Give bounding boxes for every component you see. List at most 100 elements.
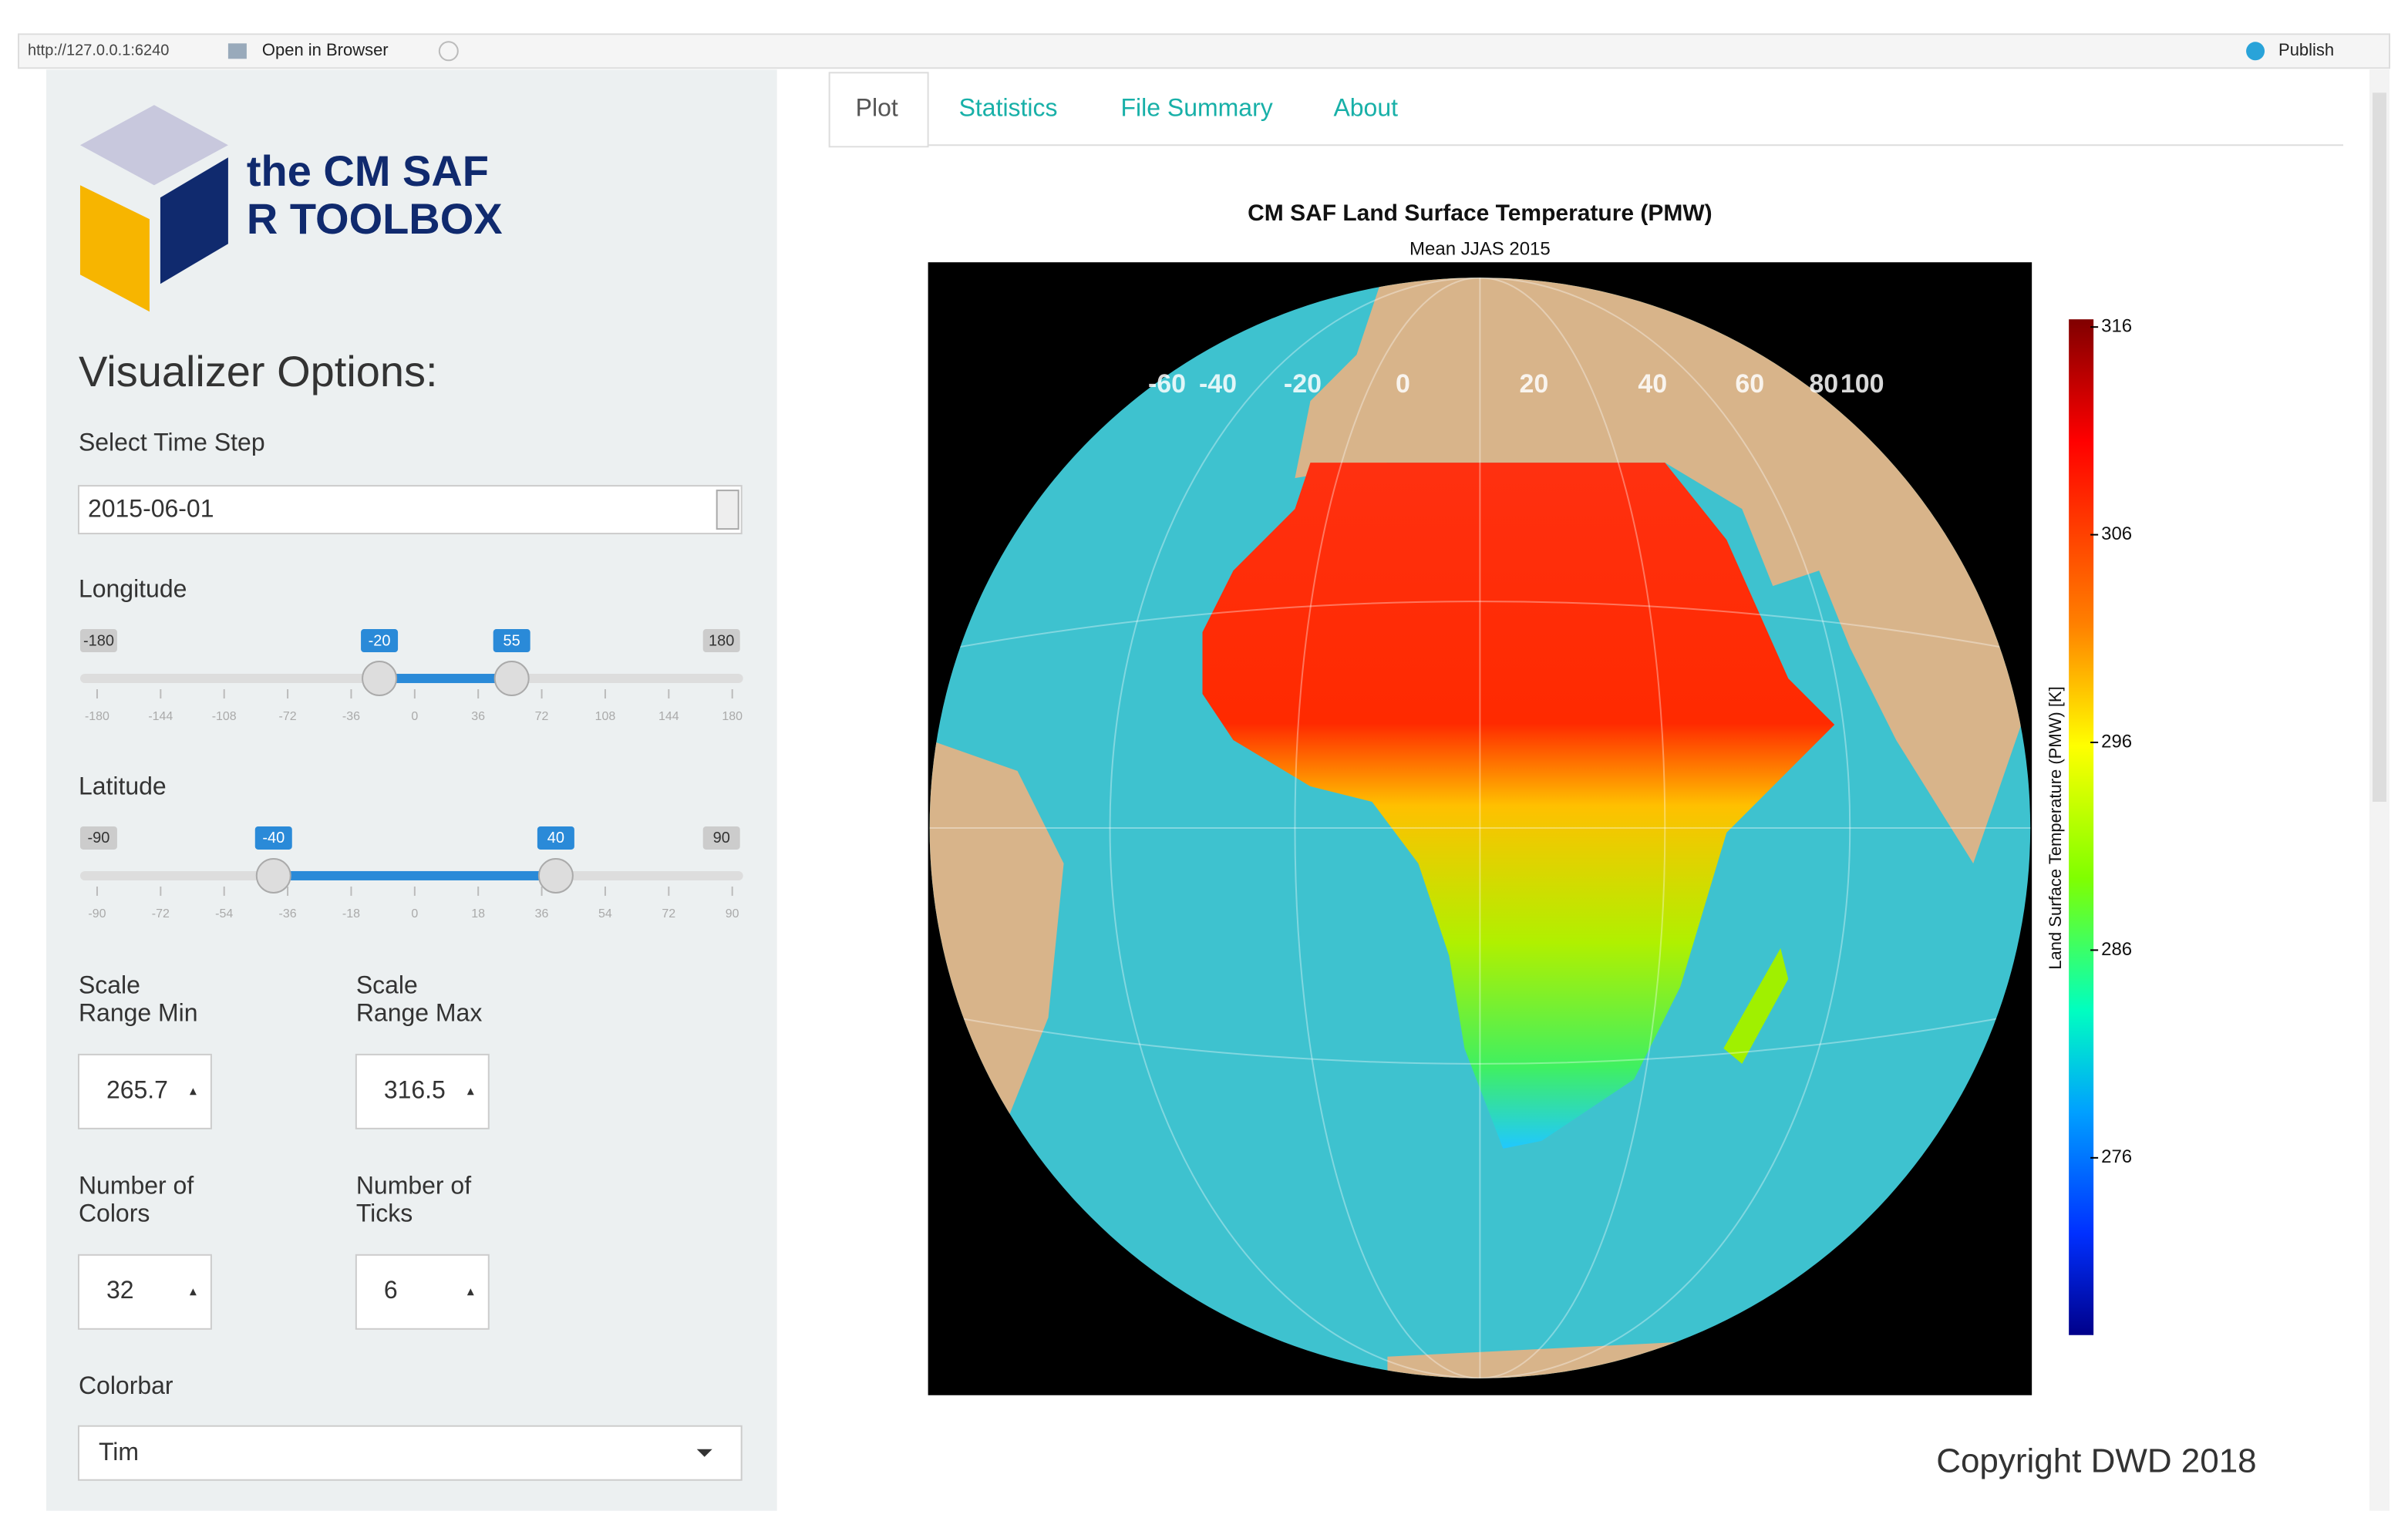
select-arrow[interactable] <box>716 490 739 530</box>
label: Ticks <box>356 1199 413 1227</box>
slider-label-bg <box>79 629 117 653</box>
slider-tick-label: -18 <box>342 907 360 921</box>
slider-label-bg <box>254 826 292 850</box>
slider-tick-label: 54 <box>598 907 612 921</box>
slider-handle[interactable] <box>362 661 398 697</box>
tab[interactable]: File Summary <box>1121 94 1273 122</box>
plot-subtitle: Mean JJAS 2015 <box>1409 239 1551 260</box>
grid-label: 60 <box>1735 369 1764 399</box>
number-value[interactable]: 32 <box>106 1276 134 1304</box>
grid-label: 40 <box>1638 369 1667 399</box>
slider-tick-label: -72 <box>279 710 297 723</box>
slider-tick-label: 90 <box>726 907 739 921</box>
label: Colorbar <box>79 1371 173 1399</box>
scroll-thumb[interactable] <box>2373 93 2387 802</box>
spinner: ▴ <box>190 1083 197 1099</box>
grid-label: 0 <box>1396 369 1410 399</box>
tab[interactable]: Statistics <box>959 94 1058 122</box>
slider-tick-label: -72 <box>152 907 170 921</box>
slider-tick-label: 36 <box>535 907 549 921</box>
slider-handle[interactable] <box>255 857 291 894</box>
logo-cube <box>79 185 150 312</box>
spinner: ▴ <box>467 1083 474 1099</box>
slider-label-bg <box>702 826 740 850</box>
slider-handle[interactable] <box>537 857 574 894</box>
number-input[interactable] <box>355 1053 490 1129</box>
slider-range[interactable] <box>273 870 556 880</box>
number-input[interactable] <box>77 1254 212 1330</box>
label: Scale <box>79 971 140 998</box>
toolbar <box>17 33 2391 69</box>
grid-label: -40 <box>1199 369 1237 399</box>
colorbar-tick-label: 296 <box>2101 731 2132 752</box>
url: http://127.0.0.1:6240 <box>28 42 169 59</box>
slider-tick-label: -180 <box>85 710 109 723</box>
plot-title: CM SAF Land Surface Temperature (PMW) <box>1248 200 1713 226</box>
slider-label-bg <box>79 826 117 850</box>
slider-label: 55 <box>503 632 520 649</box>
publish-icon <box>2246 42 2265 61</box>
number-input[interactable] <box>355 1254 490 1330</box>
open-browser[interactable]: Open in Browser <box>262 40 389 59</box>
slider-label-bg <box>361 629 399 653</box>
slider-range[interactable] <box>379 674 512 684</box>
slider-tick-label: -36 <box>342 710 360 723</box>
publish[interactable]: Publish <box>2278 40 2334 59</box>
select[interactable] <box>77 485 743 535</box>
slider-label: 40 <box>547 830 564 846</box>
spinner: ▴ <box>467 1284 474 1299</box>
tab[interactable]: About <box>1333 94 1398 122</box>
refresh[interactable] <box>438 41 459 62</box>
colorbar-tick-label: 286 <box>2101 939 2132 960</box>
grid-label: 100 <box>1841 369 1884 399</box>
tab[interactable]: Plot <box>856 94 898 122</box>
grid-label: 80 <box>1809 369 1838 399</box>
label: Scale <box>356 971 418 998</box>
slider-tick-label: -36 <box>279 907 297 921</box>
grid-label: -60 <box>1148 369 1186 399</box>
active-tab[interactable] <box>828 72 929 148</box>
select-value[interactable]: Tim <box>99 1438 139 1466</box>
slider-tick-label: 0 <box>411 710 418 723</box>
logo-cube <box>160 157 228 284</box>
logo-text: the CM SAF <box>247 146 489 195</box>
slider-tick-label: 0 <box>411 907 418 921</box>
number-input[interactable] <box>77 1053 212 1129</box>
slider-tick-label: 72 <box>535 710 549 723</box>
colorbar-tick-label: 306 <box>2101 523 2132 544</box>
label: Latitude <box>79 772 167 799</box>
grid-label: 20 <box>1519 369 1548 399</box>
copyright: Copyright DWD 2018 <box>1936 1442 2256 1479</box>
slider-tick-label: 36 <box>471 710 485 723</box>
label: Number of <box>79 1171 194 1199</box>
colorbar-tick-label: 276 <box>2101 1146 2132 1167</box>
slider-tick-label: 108 <box>595 710 616 723</box>
label: Number of <box>356 1171 471 1199</box>
number-value[interactable]: 316.5 <box>384 1075 446 1103</box>
grid-label: -20 <box>1284 369 1322 399</box>
number-value[interactable]: 6 <box>384 1276 398 1304</box>
label: Range Min <box>79 998 198 1026</box>
slider-tick-label: -108 <box>212 710 237 723</box>
colorbar-label: Land Surface Temperature (PMW) [K] <box>2046 686 2065 969</box>
select-arrow[interactable] <box>696 1449 712 1457</box>
colorbar-tick-label: 316 <box>2101 316 2132 337</box>
slider-label-bg <box>702 629 740 653</box>
africa <box>1202 463 1835 1149</box>
heading: Visualizer Options: <box>79 347 438 395</box>
slider-label: 180 <box>709 632 734 649</box>
slider-tick-label: -90 <box>88 907 106 921</box>
number-value[interactable]: 265.7 <box>106 1075 168 1103</box>
slider-tick-label: 144 <box>658 710 679 723</box>
slider-label: -40 <box>262 830 285 846</box>
select-value[interactable]: 2015-06-01 <box>88 495 214 523</box>
select[interactable] <box>77 1425 743 1481</box>
slider-tick-label: -54 <box>215 907 233 921</box>
slider-tick-label: 180 <box>722 710 743 723</box>
slider-tick-label: 18 <box>471 907 485 921</box>
label: Colors <box>79 1199 150 1227</box>
slider-handle[interactable] <box>493 661 530 697</box>
slider-tick-label: -144 <box>148 710 173 723</box>
